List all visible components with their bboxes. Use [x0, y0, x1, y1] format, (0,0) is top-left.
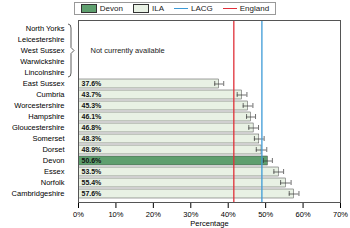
svg-text:57.6%: 57.6% — [82, 190, 103, 197]
svg-text:50%: 50% — [258, 210, 273, 219]
svg-text:55.4%: 55.4% — [82, 179, 103, 186]
svg-text:46.1%: 46.1% — [82, 113, 103, 120]
svg-text:Not currently available: Not currently available — [91, 46, 165, 55]
svg-text:Norfolk: Norfolk — [41, 178, 65, 187]
svg-text:48.3%: 48.3% — [82, 135, 103, 142]
svg-text:Cumbria: Cumbria — [36, 90, 65, 99]
svg-text:Lincolnshire: Lincolnshire — [24, 68, 64, 77]
svg-text:Warwickshire: Warwickshire — [20, 57, 64, 66]
html-text:Devon: Devon — [99, 3, 123, 13]
svg-text:Devon: Devon — [43, 156, 65, 165]
svg-text:37.6%: 37.6% — [82, 80, 103, 87]
svg-text:Cambridgeshire: Cambridgeshire — [12, 189, 65, 198]
svg-text:46.8%: 46.8% — [82, 124, 103, 131]
svg-text:43.7%: 43.7% — [82, 91, 103, 98]
svg-text:Worcestershire: Worcestershire — [14, 101, 64, 110]
svg-text:Dorset: Dorset — [42, 145, 65, 154]
svg-text:40%: 40% — [221, 210, 236, 219]
svg-text:45.3%: 45.3% — [82, 102, 103, 109]
svg-text:North Yorks: North Yorks — [26, 24, 65, 33]
svg-text:60%: 60% — [296, 210, 311, 219]
svg-text:Gloucestershire: Gloucestershire — [12, 123, 65, 132]
svg-text:Leicestershire: Leicestershire — [18, 35, 65, 44]
svg-text:30%: 30% — [183, 210, 198, 219]
svg-text:Essex: Essex — [44, 167, 65, 176]
html-text:England: England — [239, 3, 270, 13]
html-text:LACG: LACG — [191, 3, 213, 13]
svg-text:0%: 0% — [73, 210, 84, 219]
svg-text:20%: 20% — [146, 210, 161, 219]
svg-text:48.9%: 48.9% — [82, 146, 103, 153]
svg-text:Percentage: Percentage — [190, 219, 228, 228]
svg-text:West Sussex: West Sussex — [21, 46, 65, 55]
svg-text:Somerset: Somerset — [32, 134, 65, 143]
svg-text:50.6%: 50.6% — [82, 157, 103, 164]
svg-text:Hampshire: Hampshire — [28, 112, 64, 121]
svg-text:10%: 10% — [108, 210, 123, 219]
svg-text:53.5%: 53.5% — [82, 168, 103, 175]
html-text:ILA: ILA — [152, 3, 164, 13]
svg-text:70%: 70% — [333, 210, 348, 219]
svg-text:East Sussex: East Sussex — [23, 79, 65, 88]
